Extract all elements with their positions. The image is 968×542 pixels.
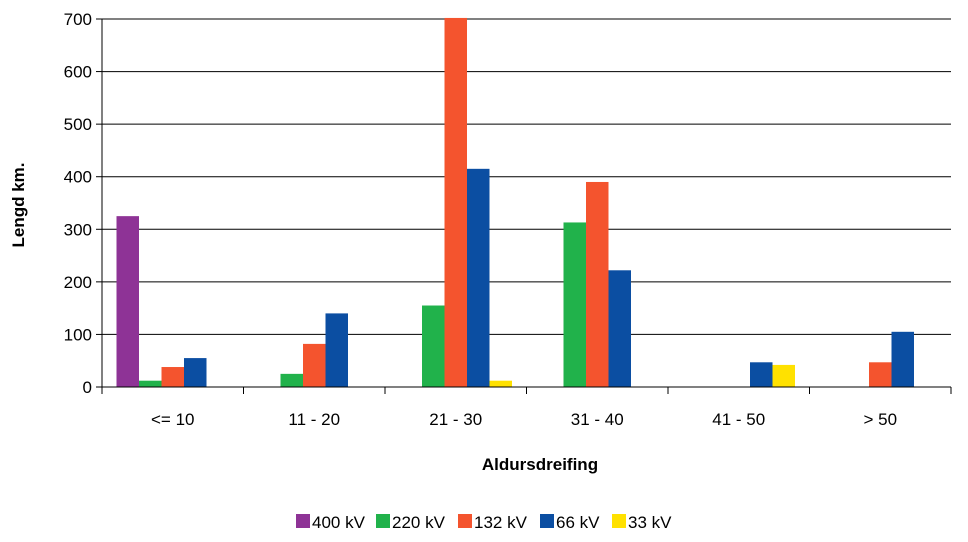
bar-132kv-3 (586, 181, 609, 387)
bar-132kv-5 (869, 362, 892, 387)
bar-66kv-4 (750, 362, 773, 387)
x-tick-label: > 50 (863, 410, 897, 429)
x-tick-label: 41 - 50 (712, 410, 765, 429)
y-tick-label: 500 (64, 115, 92, 134)
legend-swatch (296, 514, 310, 528)
y-axis-title: Lengd km. (9, 162, 28, 247)
bar-400kv-0 (116, 216, 139, 387)
bar-66kv-0 (184, 358, 207, 387)
bar-220kv-2 (422, 305, 445, 387)
bar-132kv-1 (303, 343, 326, 387)
x-tick-label: <= 10 (151, 410, 195, 429)
bar-66kv-2 (467, 168, 490, 387)
legend-label: 220 kV (392, 513, 446, 532)
legend-label: 66 kV (556, 513, 600, 532)
bar-66kv-3 (608, 270, 631, 387)
y-tick-labels: 0 100 200 300 400 500 600 700 (64, 10, 92, 397)
bar-66kv-1 (325, 313, 348, 387)
legend-item: 220 kV (376, 513, 446, 532)
x-tick-label: 11 - 20 (288, 410, 340, 429)
legend-item: 132 kV (458, 513, 528, 532)
bar-220kv-1 (280, 373, 303, 387)
legend-label: 132 kV (474, 513, 528, 532)
legend-swatch (612, 514, 626, 528)
bar-132kv-0 (161, 367, 184, 387)
legend-swatch (458, 514, 472, 528)
x-tick-label: 21 - 30 (429, 410, 482, 429)
bar-132kv-2 (444, 17, 467, 387)
legend-item: 33 kV (612, 513, 672, 532)
bar-220kv-3 (563, 222, 586, 387)
bar-33kv-4 (772, 364, 795, 387)
legend: 400 kV 220 kV 132 kV 66 kV 33 kV (296, 513, 672, 532)
y-tick-label: 0 (83, 378, 92, 397)
legend-label: 400 kV (312, 513, 366, 532)
legend-swatch (376, 514, 390, 528)
bars (116, 17, 914, 387)
bar-33kv-2 (489, 380, 512, 387)
bar-220kv-0 (139, 380, 162, 387)
gridlines (102, 18, 951, 335)
x-tick-label: 31 - 40 (571, 410, 624, 429)
y-tick-label: 300 (64, 220, 92, 239)
legend-label: 33 kV (628, 513, 672, 532)
x-axis-title: Aldursdreifing (482, 455, 598, 474)
bar-66kv-5 (891, 331, 914, 387)
x-tick-labels: <= 10 11 - 20 21 - 30 31 - 40 41 - 50 > 50 (151, 410, 897, 429)
axes (96, 18, 952, 394)
y-tick-label: 100 (64, 325, 92, 344)
legend-item: 400 kV (296, 513, 366, 532)
legend-swatch (540, 514, 554, 528)
legend-item: 66 kV (540, 513, 600, 532)
y-tick-label: 200 (64, 273, 92, 292)
y-tick-label: 600 (64, 63, 92, 82)
y-tick-label: 400 (64, 168, 92, 187)
y-tick-label: 700 (64, 10, 92, 29)
